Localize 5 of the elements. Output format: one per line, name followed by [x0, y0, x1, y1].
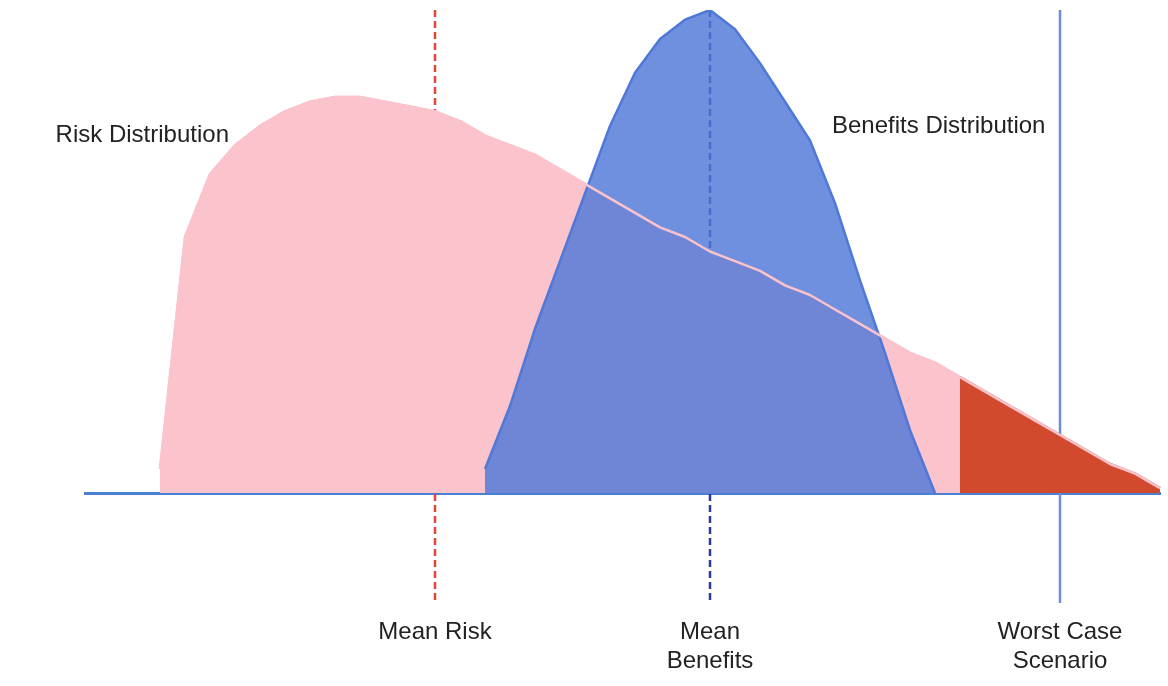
- x-tick-label: Worst Case Scenario: [997, 617, 1123, 673]
- series-label: Benefits Distribution: [832, 111, 1046, 139]
- x-tick-label: Mean Benefits: [666, 617, 754, 673]
- x-tick-label: Mean Risk: [378, 617, 493, 645]
- series-label: Risk Distribution: [55, 119, 229, 147]
